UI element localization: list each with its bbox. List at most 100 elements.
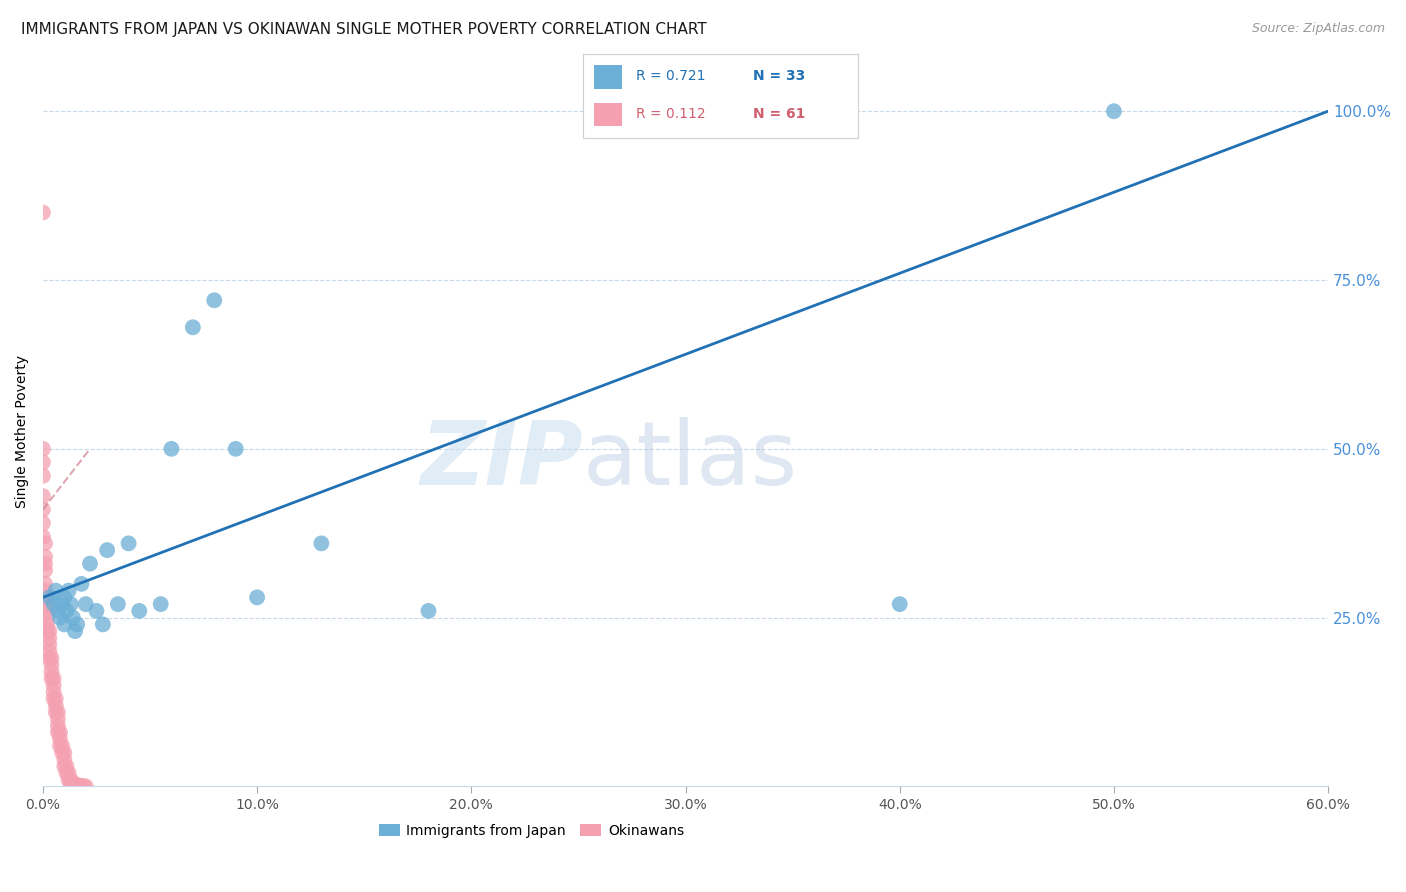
Point xyxy=(181,320,204,334)
Point xyxy=(58,772,80,787)
Point xyxy=(62,776,84,790)
Point xyxy=(38,591,60,605)
Point xyxy=(67,779,90,793)
Point xyxy=(160,442,183,456)
Text: atlas: atlas xyxy=(582,417,797,504)
Point xyxy=(49,610,72,624)
Point xyxy=(38,651,60,665)
Point xyxy=(51,597,73,611)
Y-axis label: Single Mother Poverty: Single Mother Poverty xyxy=(15,355,30,508)
Point xyxy=(45,583,67,598)
Point xyxy=(86,604,108,618)
Point xyxy=(38,624,60,639)
Point xyxy=(32,468,55,483)
Point xyxy=(42,672,65,686)
Point xyxy=(37,624,59,639)
Text: ZIP: ZIP xyxy=(420,417,582,504)
Point xyxy=(58,583,80,598)
Point xyxy=(59,772,82,787)
Point xyxy=(128,604,150,618)
Text: IMMIGRANTS FROM JAPAN VS OKINAWAN SINGLE MOTHER POVERTY CORRELATION CHART: IMMIGRANTS FROM JAPAN VS OKINAWAN SINGLE… xyxy=(21,22,707,37)
Point xyxy=(66,778,89,792)
Point xyxy=(53,617,76,632)
Point xyxy=(49,732,72,747)
Point xyxy=(34,549,56,564)
Point xyxy=(58,766,80,780)
Point xyxy=(225,442,247,456)
Legend: Immigrants from Japan, Okinawans: Immigrants from Japan, Okinawans xyxy=(373,818,689,843)
Point xyxy=(72,780,94,794)
Point xyxy=(1102,104,1125,119)
Point xyxy=(42,691,65,706)
Point xyxy=(63,777,86,791)
Point xyxy=(37,597,59,611)
Point xyxy=(41,651,63,665)
Point xyxy=(32,489,55,503)
Point xyxy=(149,597,172,611)
Point xyxy=(34,563,56,577)
Point xyxy=(37,591,59,605)
Text: N = 61: N = 61 xyxy=(754,107,806,120)
Point xyxy=(42,678,65,692)
Point xyxy=(46,705,69,719)
Point xyxy=(46,719,69,733)
Point xyxy=(49,739,72,753)
Point xyxy=(32,455,55,469)
Point xyxy=(42,685,65,699)
Point xyxy=(46,725,69,739)
Point xyxy=(59,597,82,611)
Point xyxy=(46,604,69,618)
Point xyxy=(63,624,86,639)
Point xyxy=(246,591,269,605)
Point xyxy=(32,502,55,516)
Point xyxy=(889,597,911,611)
Point xyxy=(53,752,76,766)
Point xyxy=(38,644,60,658)
Point xyxy=(51,746,73,760)
Point xyxy=(45,705,67,719)
Point xyxy=(70,577,93,591)
Point xyxy=(42,597,65,611)
Point xyxy=(66,617,89,632)
Point xyxy=(202,293,225,308)
Point xyxy=(117,536,139,550)
Point xyxy=(37,617,59,632)
Point xyxy=(91,617,114,632)
Point xyxy=(62,610,84,624)
Point xyxy=(34,536,56,550)
Point xyxy=(41,672,63,686)
Point xyxy=(34,577,56,591)
Point xyxy=(41,657,63,672)
Point xyxy=(41,665,63,679)
Point xyxy=(45,691,67,706)
Point xyxy=(32,442,55,456)
Text: R = 0.721: R = 0.721 xyxy=(636,70,704,83)
Point xyxy=(46,712,69,726)
Bar xyxy=(595,65,621,89)
Point xyxy=(32,516,55,530)
Point xyxy=(37,604,59,618)
Point xyxy=(38,638,60,652)
Point xyxy=(45,698,67,713)
Point xyxy=(49,725,72,739)
Point xyxy=(70,779,93,793)
Point xyxy=(75,780,97,794)
Point xyxy=(32,530,55,544)
Text: Source: ZipAtlas.com: Source: ZipAtlas.com xyxy=(1251,22,1385,36)
Point xyxy=(55,759,77,773)
Point xyxy=(59,776,82,790)
Point xyxy=(311,536,333,550)
Point xyxy=(53,746,76,760)
Point xyxy=(38,631,60,645)
Point xyxy=(107,597,129,611)
Text: R = 0.112: R = 0.112 xyxy=(636,107,706,120)
Point xyxy=(53,759,76,773)
Point xyxy=(96,543,118,558)
Point xyxy=(75,597,97,611)
Point xyxy=(55,766,77,780)
Point xyxy=(34,557,56,571)
Point xyxy=(37,610,59,624)
Point xyxy=(55,604,77,618)
Point xyxy=(79,557,101,571)
Point xyxy=(53,591,76,605)
